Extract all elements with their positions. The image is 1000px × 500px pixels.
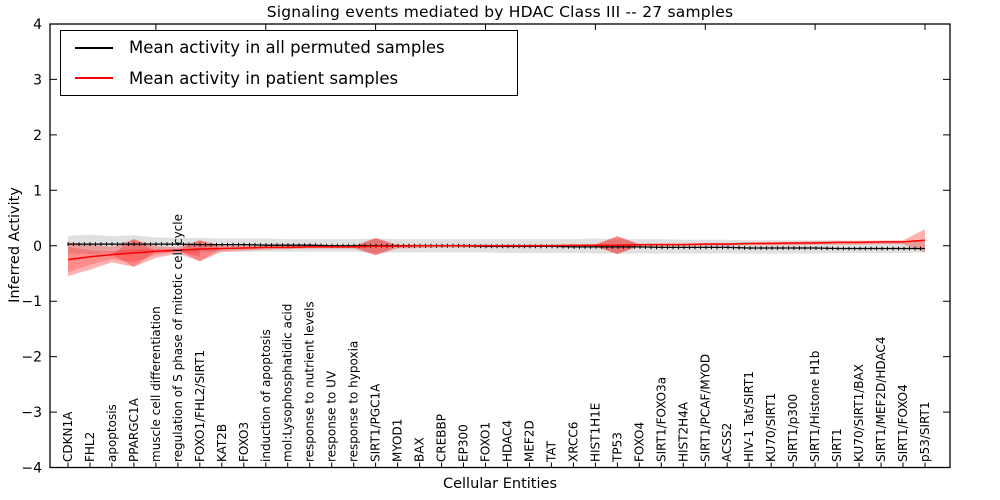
axis-ticks: [50, 23, 950, 468]
svg-text:−4: −4: [21, 461, 42, 477]
x-tick-label: p53/SIRT1: [918, 401, 932, 462]
x-tick-label: induction of apoptosis: [259, 329, 273, 462]
svg-text:4: 4: [33, 17, 42, 33]
svg-text:0: 0: [33, 239, 42, 255]
y-axis-label: Inferred Activity: [7, 187, 23, 303]
x-tick-label: HDAC4: [501, 420, 515, 462]
svg-text:−3: −3: [21, 405, 42, 421]
x-tick-label: FOXO4: [632, 422, 646, 462]
x-tick-label: PPARGC1A: [127, 397, 141, 462]
legend-item-permuted: Mean activity in all permuted samples: [61, 34, 517, 62]
x-tick-label: FHL2: [83, 432, 97, 462]
x-tick-label: FOXO3: [237, 422, 251, 462]
svg-text:−2: −2: [21, 350, 42, 366]
x-tick-label: mol:Lysophosphatidic acid: [281, 304, 295, 462]
x-tick-label: KU70/SIRT1/BAX: [852, 364, 866, 462]
patient-inner-band: [68, 246, 200, 273]
x-tick-label: TP53: [610, 432, 624, 463]
x-tick-label: MEF2D: [523, 420, 537, 462]
x-tick-label: response to hypoxia: [347, 341, 361, 462]
x-tick-label: CDKN1A: [61, 411, 75, 462]
x-tick-label: SIRT1/MEF2D/HDAC4: [874, 337, 888, 462]
x-tick-label: XRCC6: [566, 422, 580, 462]
svg-text:2: 2: [33, 128, 42, 144]
x-tick-label: CREBBP: [435, 414, 449, 462]
y-tick-labels: 4 3 2 1 0 −1 −2 −3 −4: [21, 17, 42, 477]
patient-mean-line: [67, 239, 926, 261]
x-axis-label: Cellular Entities: [442, 476, 558, 492]
chart-title: Signaling events mediated by HDAC Class …: [266, 3, 734, 21]
patient-line-swatch: [75, 77, 113, 80]
x-tick-label: muscle cell differentiation: [149, 306, 163, 462]
x-tick-label: ACSS2: [720, 423, 734, 462]
x-tick-labels: CDKN1A FHL2 apoptosis PPARGC1A muscle cell d…: [61, 214, 932, 463]
x-tick-label: SIRT1/FOXO3a: [654, 377, 668, 462]
x-tick-label: HIST2H4A: [676, 401, 690, 462]
x-tick-label: KU70/SIRT1: [764, 393, 778, 462]
x-tick-label: MYOD1: [391, 419, 405, 462]
x-tick-label: EP300: [457, 424, 471, 462]
x-tick-label: BAX: [413, 437, 427, 462]
legend-item-patient: Mean activity in patient samples: [61, 64, 517, 92]
x-tick-label: HIV-1 Tat/SIRT1: [742, 371, 756, 462]
x-tick-label: HIST1H1E: [588, 403, 602, 462]
x-tick-label: response to UV: [325, 370, 339, 462]
x-tick-label: regulation of S phase of mitotic cell cy…: [171, 214, 185, 462]
svg-text:−1: −1: [21, 294, 42, 310]
x-tick-label: SIRT1/PGC1A: [369, 383, 383, 462]
svg-text:3: 3: [33, 72, 42, 88]
x-tick-label: TAT: [544, 440, 558, 463]
x-tick-label: FOXO1/FHL2/SIRT1: [193, 350, 207, 462]
permuted-line-swatch: [75, 46, 113, 49]
x-tick-label: apoptosis: [105, 404, 119, 462]
svg-text:1: 1: [33, 183, 42, 199]
x-tick-label: SIRT1: [830, 428, 844, 462]
legend-label-permuted: Mean activity in all permuted samples: [129, 38, 445, 58]
legend: Mean activity in all permuted samples Me…: [60, 30, 518, 96]
x-tick-label: SIRT1/FOXO4: [896, 384, 910, 462]
x-tick-label: SIRT1/p300: [786, 394, 800, 462]
x-tick-label: FOXO1: [479, 422, 493, 462]
x-tick-label: response to nutrient levels: [303, 301, 317, 462]
legend-label-patient: Mean activity in patient samples: [129, 68, 399, 88]
x-tick-label: KAT2B: [215, 424, 229, 462]
x-tick-label: SIRT1/Histone H1b: [808, 351, 822, 462]
x-tick-label: SIRT1/PCAF/MYOD: [698, 354, 712, 462]
